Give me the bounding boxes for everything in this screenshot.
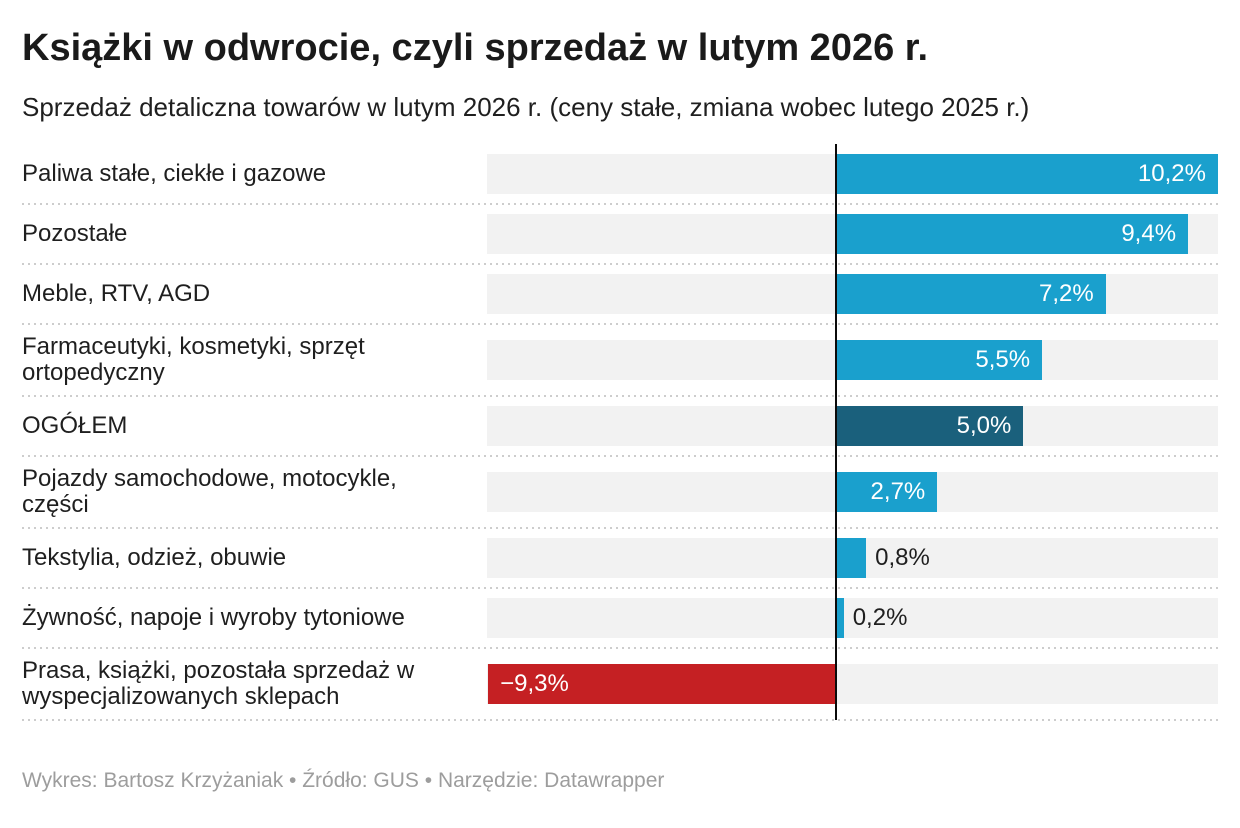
value-label: 0,2%: [852, 604, 908, 631]
bar: [836, 598, 844, 638]
bar-track: −9,3%: [487, 664, 1218, 704]
value-label: 7,2%: [1038, 280, 1094, 307]
category-label: Farmaceutyki, kosmetyki, sprzęt ortopedy…: [22, 333, 365, 386]
chart-container: Książki w odwrocie, czyli sprzedaż w lut…: [0, 26, 1240, 794]
value-label: 0,8%: [875, 544, 930, 571]
bar: −9,3%: [488, 664, 837, 704]
value-label: 2,7%: [870, 478, 926, 505]
bar-chart: Paliwa stałe, ciekłe i gazowe 10,2% Pozost…: [22, 144, 1218, 721]
category-label: Żywność, napoje i wyroby tytoniowe: [22, 604, 405, 631]
bar-row: Prasa, książki, pozostała sprzedaż w wys…: [22, 648, 1218, 721]
bar-row: Żywność, napoje i wyroby tytoniowe 0,2%: [22, 588, 1218, 649]
value-label: 9,4%: [1121, 220, 1177, 247]
bar-track: 0,2%: [487, 598, 1218, 638]
footer-credit: Wykres: Bartosz Krzyżaniak • Źródło: GUS…: [22, 769, 665, 792]
bar: [836, 538, 867, 578]
category-label: OGÓŁEM: [22, 412, 128, 439]
category-label: Paliwa stałe, ciekłe i gazowe: [22, 160, 327, 187]
bar: 10,2%: [836, 154, 1218, 194]
category-label: Prasa, książki, pozostała sprzedaż w wys…: [22, 657, 415, 710]
bar-row: Meble, RTV, AGD 7,2%: [22, 264, 1218, 325]
bar-track: 5,5%: [487, 340, 1218, 380]
bar: 5,5%: [836, 340, 1043, 380]
category-label: Meble, RTV, AGD: [22, 280, 211, 307]
category-label: Pozostałe: [22, 220, 128, 247]
value-label: 5,5%: [975, 346, 1031, 373]
bar-track: 9,4%: [487, 214, 1218, 254]
value-label: 5,0%: [956, 412, 1012, 439]
bar: 9,4%: [836, 214, 1189, 254]
bar-track: 5,0%: [487, 406, 1218, 446]
bar: 7,2%: [836, 274, 1106, 314]
bar: 2,7%: [836, 472, 938, 512]
category-label: Tekstylia, odzież, obuwie: [22, 544, 287, 571]
bar-row: Pojazdy samochodowe, motocykle, części 2,…: [22, 456, 1218, 529]
bar-track: 0,8%: [487, 538, 1218, 578]
value-label: −9,3%: [500, 670, 569, 697]
bar-track: 7,2%: [487, 274, 1218, 314]
bar-row: Tekstylia, odzież, obuwie 0,8%: [22, 528, 1218, 589]
bar-row: Pozostałe 9,4%: [22, 204, 1218, 265]
value-label: 10,2%: [1137, 160, 1206, 187]
bar-row: Farmaceutyki, kosmetyki, sprzęt ortopedy…: [22, 324, 1218, 397]
bar-row: Paliwa stałe, ciekłe i gazowe 10,2%: [22, 144, 1218, 205]
page-subtitle: Sprzedaż detaliczna towarów w lutym 2026…: [22, 92, 1030, 122]
bar-row: OGÓŁEM 5,0%: [22, 396, 1218, 457]
zero-axis-line: [835, 144, 837, 720]
bar-track: 10,2%: [487, 154, 1218, 194]
bar-track: 2,7%: [487, 472, 1218, 512]
page-title: Książki w odwrocie, czyli sprzedaż w lut…: [22, 27, 929, 69]
category-label: Pojazdy samochodowe, motocykle, części: [22, 465, 397, 518]
bar: 5,0%: [836, 406, 1024, 446]
